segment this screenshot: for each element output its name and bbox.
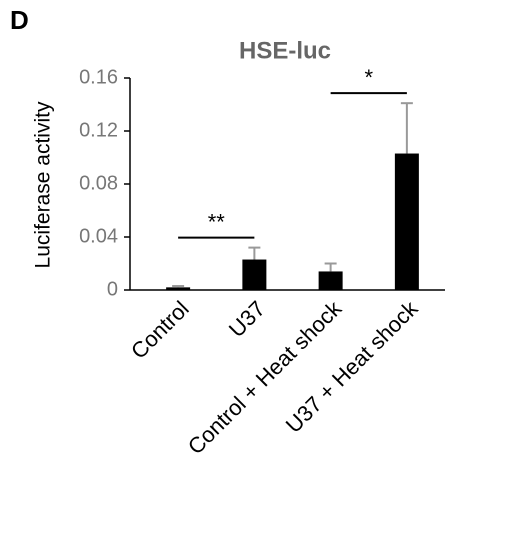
bar <box>394 153 419 290</box>
y-tick-label: 0.08 <box>79 172 118 194</box>
y-tick-label: 0.16 <box>79 66 118 88</box>
bar <box>318 271 343 290</box>
panel-label: D <box>10 5 29 35</box>
bar <box>242 259 267 290</box>
y-axis-label: Luciferase activity <box>32 101 55 268</box>
y-tick-label: 0.12 <box>79 119 118 141</box>
x-tick-label: Control <box>126 296 194 364</box>
x-tick-label: U37 <box>224 296 270 342</box>
x-tick-label: U37 + Heat shock <box>281 295 423 437</box>
bar <box>166 287 191 290</box>
y-tick-label: 0.04 <box>79 225 118 247</box>
chart-title: HSE-luc <box>239 37 331 64</box>
significance-label: ** <box>208 209 226 234</box>
significance-label: * <box>364 65 373 90</box>
y-tick-label: 0 <box>107 278 118 300</box>
